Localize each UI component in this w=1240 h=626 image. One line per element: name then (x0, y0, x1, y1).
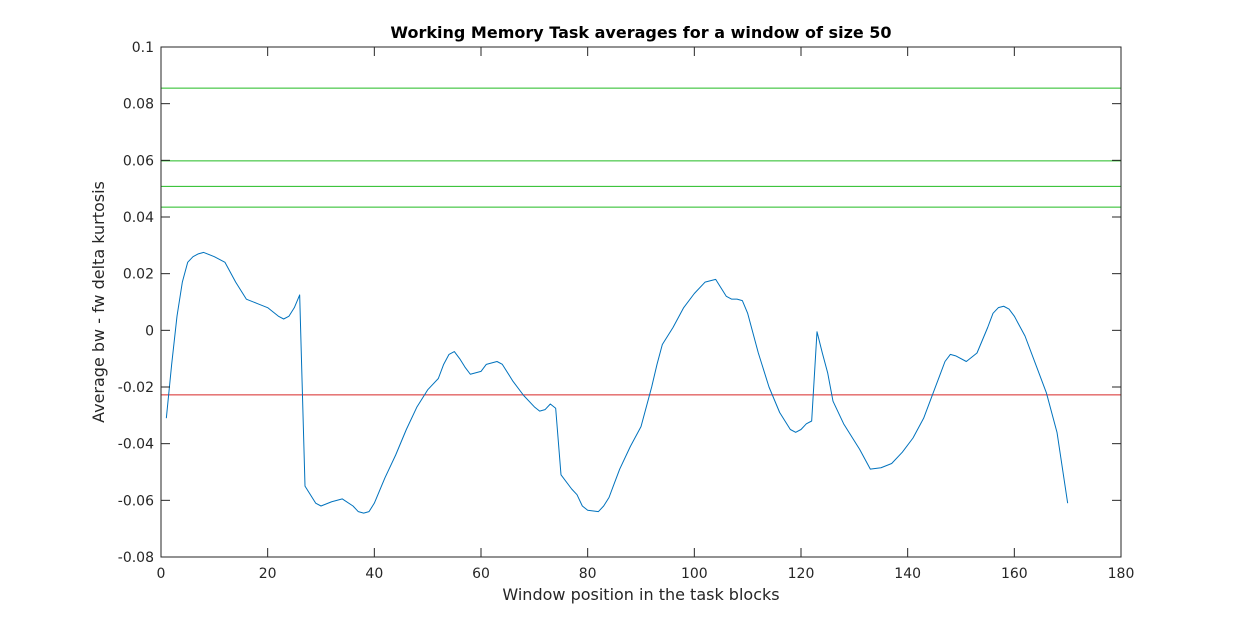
x-tick-label: 160 (1001, 566, 1028, 582)
y-tick-label: -0.06 (118, 493, 154, 509)
x-tick-label: 180 (1108, 566, 1135, 582)
y-tick-label: 0.02 (123, 267, 154, 283)
reference-lines (161, 87, 1121, 396)
y-axis-label: Average bw - fw delta kurtosis (89, 181, 108, 423)
x-axis-ticks: 0 20 40 60 80 100 120 140 160 180 (157, 47, 1135, 582)
y-tick-label: 0.1 (132, 40, 154, 56)
data-series (165, 251, 1069, 514)
y-axis-ticks: -0.08 -0.06 -0.04 -0.02 0 0.02 0.04 0.06 0.08 0.1 (118, 40, 1121, 566)
x-axis-label: Window position in the task blocks (502, 585, 779, 604)
plot-frame (160, 46, 1122, 558)
x-tick-label: 0 (157, 566, 166, 582)
x-tick-label: 100 (681, 566, 708, 582)
x-tick-label: 80 (579, 566, 597, 582)
plot-area (161, 47, 1121, 557)
x-tick-label: 140 (894, 566, 921, 582)
series-line-0 (165, 251, 1069, 514)
x-tick-label: 40 (365, 566, 383, 582)
y-tick-label: 0 (145, 323, 154, 339)
x-tick-label: 60 (472, 566, 490, 582)
y-tick-label: 0.04 (123, 210, 154, 226)
y-tick-label: -0.02 (118, 380, 154, 396)
x-tick-label: 20 (259, 566, 277, 582)
y-tick-label: -0.04 (118, 437, 154, 453)
x-tick-label: 120 (788, 566, 815, 582)
y-tick-label: -0.08 (118, 550, 154, 566)
y-tick-label: 0.06 (123, 153, 154, 169)
chart-title: Working Memory Task averages for a windo… (390, 23, 891, 42)
y-tick-label: 0.08 (123, 97, 154, 113)
